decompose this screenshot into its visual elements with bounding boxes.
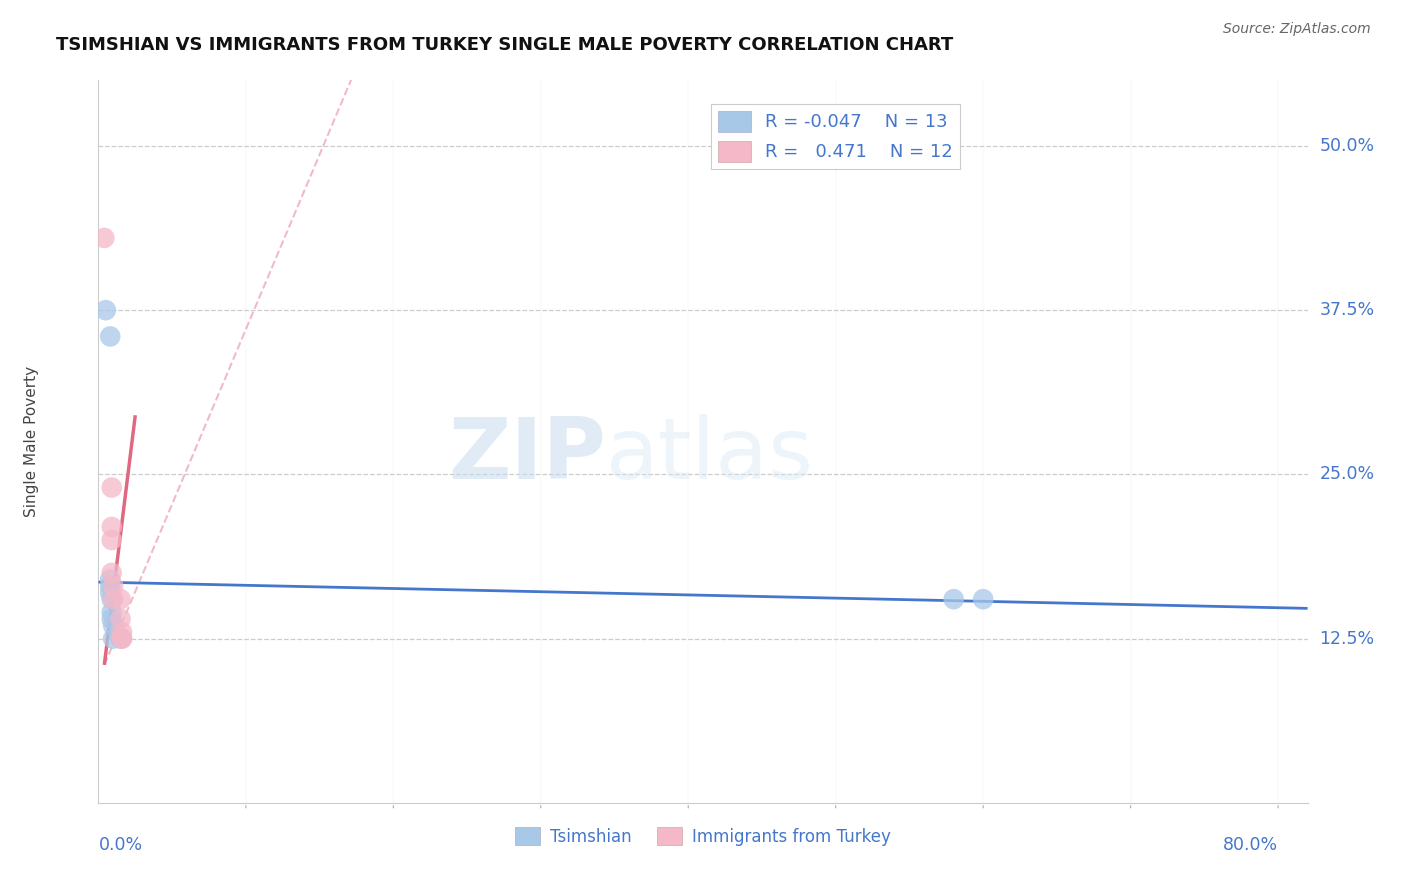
Point — [972, 592, 994, 607]
Text: Source: ZipAtlas.com: Source: ZipAtlas.com — [1223, 22, 1371, 37]
Point — [942, 592, 965, 607]
Point — [101, 592, 124, 607]
Point — [98, 579, 121, 593]
Point — [111, 625, 134, 640]
Point — [111, 632, 134, 646]
Text: ZIP: ZIP — [449, 415, 606, 498]
Point — [98, 573, 121, 587]
Point — [98, 585, 121, 599]
Text: 0.0%: 0.0% — [98, 836, 142, 854]
Point — [100, 605, 122, 619]
Point — [94, 303, 117, 318]
Text: TSIMSHIAN VS IMMIGRANTS FROM TURKEY SINGLE MALE POVERTY CORRELATION CHART: TSIMSHIAN VS IMMIGRANTS FROM TURKEY SING… — [56, 36, 953, 54]
Point — [110, 632, 132, 646]
Text: 80.0%: 80.0% — [1223, 836, 1278, 854]
Point — [110, 612, 132, 626]
Point — [100, 566, 122, 580]
Point — [100, 481, 122, 495]
Text: 50.0%: 50.0% — [1319, 137, 1375, 155]
Legend: Tsimshian, Immigrants from Turkey: Tsimshian, Immigrants from Turkey — [509, 821, 897, 852]
Point — [98, 329, 121, 343]
Point — [100, 612, 122, 626]
Text: 12.5%: 12.5% — [1319, 630, 1375, 648]
Point — [101, 632, 124, 646]
Point — [101, 618, 124, 632]
Text: atlas: atlas — [606, 415, 814, 498]
Point — [111, 632, 134, 646]
Text: 37.5%: 37.5% — [1319, 301, 1375, 319]
Text: Single Male Poverty: Single Male Poverty — [24, 366, 39, 517]
Point — [101, 579, 124, 593]
Point — [100, 533, 122, 547]
Text: 25.0%: 25.0% — [1319, 466, 1375, 483]
Point — [110, 592, 132, 607]
Point — [100, 592, 122, 607]
Point — [93, 231, 115, 245]
Point — [100, 520, 122, 534]
